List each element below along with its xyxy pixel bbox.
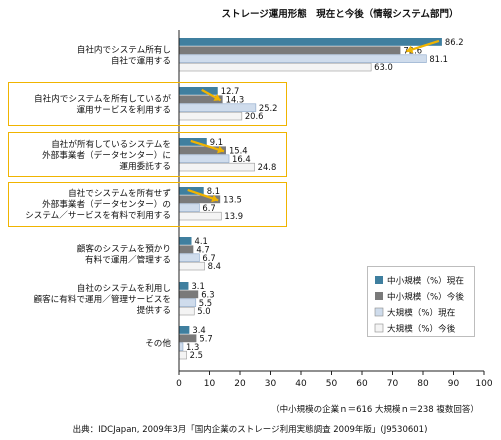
bar-value-label: 9.1 xyxy=(210,137,223,147)
bar-value-label: 5.7 xyxy=(199,333,212,343)
bar-value-label: 63.0 xyxy=(374,62,393,72)
bar xyxy=(179,245,194,254)
bar-value-label: 15.4 xyxy=(229,145,248,155)
bar xyxy=(178,253,200,262)
bar-value-label: 14.3 xyxy=(226,94,245,104)
x-tick-label: 40 xyxy=(295,379,307,389)
bar-value-label: 81.1 xyxy=(429,54,448,64)
bar-value-label: 25.2 xyxy=(259,103,278,113)
bar xyxy=(179,237,192,245)
bar xyxy=(179,282,189,290)
x-tick-label: 30 xyxy=(265,379,277,389)
trend-arrowhead xyxy=(213,93,221,101)
category-label: 運用サービスを利用する xyxy=(76,104,171,116)
bar-value-label: 5.0 xyxy=(197,306,210,316)
category-label: 外部事業者（データセンター）に xyxy=(42,149,171,161)
category-label: 有料で運用／管理する xyxy=(85,254,171,266)
bar xyxy=(178,261,205,271)
bar-value-label: 2.5 xyxy=(190,350,203,360)
category-label: システム／サービスを有料で利用する xyxy=(25,209,171,221)
x-tick-label: 0 xyxy=(176,379,182,389)
bar-value-label: 13.9 xyxy=(224,211,243,221)
bar xyxy=(178,298,197,307)
bar xyxy=(178,350,187,360)
bar xyxy=(179,195,221,204)
bar-value-label: 13.5 xyxy=(223,194,242,204)
x-tick-label: 50 xyxy=(326,379,338,389)
x-tick-label: 70 xyxy=(387,379,399,389)
category-label: 自社のシステムを利用し xyxy=(77,282,171,294)
category-label: 自社内でシステム所有し xyxy=(77,44,171,56)
legend-label: 中小規模（%）今後 xyxy=(387,291,464,303)
bar-value-label: 6.7 xyxy=(202,203,215,213)
highlight-box xyxy=(8,132,287,177)
x-tick-label: 60 xyxy=(356,379,368,389)
x-tick-label: 10 xyxy=(204,379,216,389)
bar-value-label: 1.3 xyxy=(186,342,199,352)
bar xyxy=(179,290,199,299)
bar xyxy=(179,38,442,46)
category-label: 自社が所有しているシステムを xyxy=(51,138,171,150)
legend-label: 大規模（%）現在 xyxy=(387,307,456,319)
bar-value-label: 3.1 xyxy=(191,281,204,291)
sample-footnote: （中小規模の企業ｎ＝616 大規模ｎ＝238 複数回答） xyxy=(271,404,479,415)
category-label: 提供する xyxy=(137,304,171,316)
bar-value-label: 3.4 xyxy=(192,325,205,335)
category-label: 自社で運用する xyxy=(111,55,171,67)
bar-value-label: 4.7 xyxy=(196,244,209,254)
bar-value-label: 8.4 xyxy=(208,261,221,271)
bar xyxy=(179,326,190,334)
x-tick-label: 20 xyxy=(234,379,246,389)
category-label: 自社内でシステムを所有しているが xyxy=(34,93,171,105)
chart-title: ストレージ運用形態 現在と今後（情報システム部門） xyxy=(221,8,458,20)
trend-arrowhead xyxy=(211,194,219,203)
bar xyxy=(178,342,184,351)
bar xyxy=(179,87,218,95)
bar-value-label: 5.5 xyxy=(199,298,212,308)
category-label: 顧客のシステムを預かり xyxy=(77,243,171,255)
bar-value-label: 4.1 xyxy=(195,236,208,246)
legend-label: 大規模（%）今後 xyxy=(387,323,456,335)
bar-value-label: 16.4 xyxy=(232,154,251,164)
x-tick-label: 90 xyxy=(448,379,460,389)
highlight-box xyxy=(8,182,287,227)
category-label: 顧客に有料で運用／管理サービスを xyxy=(33,293,171,305)
plot-area: 自社内でシステム所有し自社で運用する自社内でシステムを所有しているが運用サービス… xyxy=(25,30,493,389)
bar-value-label: 6.3 xyxy=(201,289,214,299)
highlight-box xyxy=(8,82,287,126)
bar xyxy=(178,62,372,72)
legend-swatch xyxy=(375,292,383,300)
bar-value-label: 12.7 xyxy=(221,86,240,96)
legend: 中小規模（%）現在 中小規模（%）今後 大規模（%）現在 大規模（%）今後 xyxy=(367,266,475,337)
category-label: 運用委託する xyxy=(119,160,171,172)
legend-swatch xyxy=(375,276,383,284)
x-tick-label: 80 xyxy=(417,379,429,389)
bar xyxy=(179,95,223,104)
bar-value-label: 8.1 xyxy=(207,186,220,196)
legend-label: 中小規模（%）現在 xyxy=(387,275,464,287)
bar xyxy=(178,306,195,316)
category-label: 外部事業者（データセンター）の xyxy=(42,198,171,210)
bar xyxy=(179,46,401,55)
bar xyxy=(179,146,226,155)
legend-swatch xyxy=(374,307,384,317)
category-label: 自社でシステムを所有せず xyxy=(68,187,171,199)
category-label: その他 xyxy=(145,337,171,349)
x-tick-label: 100 xyxy=(475,379,492,389)
source-note: 出典：IDCJapan, 2009年3月「国内企業のストレージ利用実態調査 20… xyxy=(73,424,428,435)
bar-value-label: 24.8 xyxy=(258,162,277,172)
bar xyxy=(179,334,197,343)
trend-arrowhead xyxy=(406,45,414,54)
legend-swatch xyxy=(374,323,384,333)
bar-value-label: 6.7 xyxy=(202,253,215,263)
trend-arrowhead xyxy=(217,145,224,154)
bar-value-label: 86.2 xyxy=(445,37,464,47)
bar-value-label: 20.6 xyxy=(245,111,264,121)
